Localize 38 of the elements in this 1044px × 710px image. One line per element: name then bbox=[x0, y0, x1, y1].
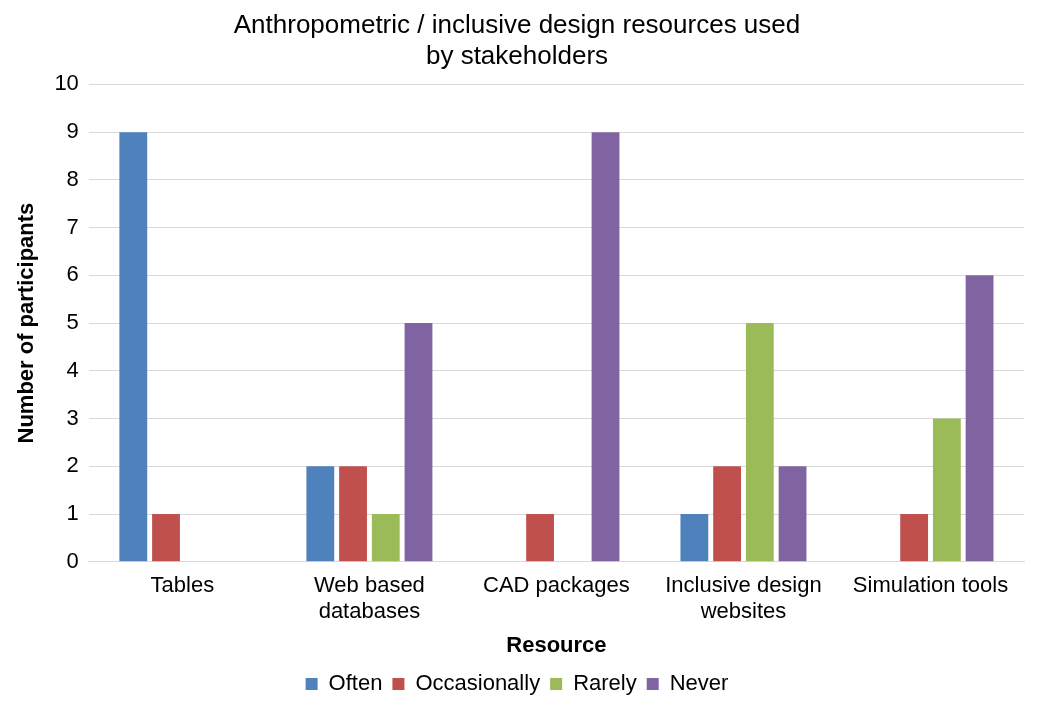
y-tick-label: 9 bbox=[66, 118, 79, 144]
x-axis-title: Resource bbox=[506, 631, 607, 657]
y-tick-label: 8 bbox=[66, 165, 79, 191]
bar bbox=[404, 323, 433, 562]
bar bbox=[526, 514, 554, 562]
bar bbox=[965, 275, 994, 562]
legend-label: Rarely bbox=[573, 670, 637, 696]
y-tick-label: 3 bbox=[66, 404, 79, 430]
legend-label: Never bbox=[669, 670, 729, 696]
bar bbox=[152, 514, 180, 562]
bar bbox=[306, 466, 335, 562]
legend-label: Occasionally bbox=[415, 670, 541, 696]
bar bbox=[900, 514, 929, 562]
x-tick-label: Tables bbox=[150, 572, 215, 598]
legend-label: Often bbox=[328, 670, 383, 696]
x-tick-label: CAD packages bbox=[483, 572, 630, 598]
x-tick-label: Web based databases bbox=[313, 572, 425, 624]
y-tick-label: 1 bbox=[66, 500, 79, 526]
bar bbox=[591, 132, 620, 562]
bar bbox=[339, 466, 367, 562]
y-tick-label: 10 bbox=[54, 70, 79, 96]
bar bbox=[745, 323, 774, 562]
y-tick-label: 2 bbox=[66, 452, 79, 478]
bar bbox=[713, 466, 742, 562]
y-tick-label: 5 bbox=[66, 309, 79, 335]
bar bbox=[371, 514, 400, 562]
bar bbox=[680, 514, 709, 562]
x-tick-label: Inclusive design websites bbox=[665, 572, 822, 624]
y-tick-label: 4 bbox=[66, 356, 79, 382]
bar bbox=[119, 132, 148, 562]
x-tick-label: Simulation tools bbox=[852, 572, 1009, 598]
y-axis-title: Number of participants bbox=[13, 202, 39, 444]
y-tick-label: 6 bbox=[66, 261, 79, 287]
bar bbox=[932, 418, 961, 562]
chart-title: Anthropometric / inclusive design resources used by stakeholders bbox=[233, 8, 801, 70]
y-tick-label: 7 bbox=[66, 213, 79, 239]
y-tick-label: 0 bbox=[66, 547, 79, 573]
bar bbox=[778, 466, 807, 562]
